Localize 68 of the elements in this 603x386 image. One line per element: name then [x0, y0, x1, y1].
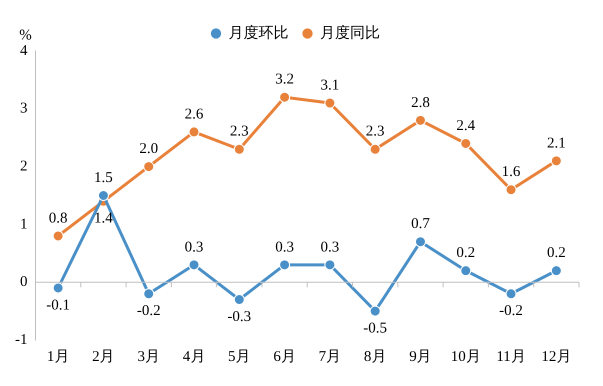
point	[324, 98, 336, 109]
point	[460, 265, 472, 276]
legend-label: 月度环比	[228, 24, 288, 42]
data-label: 0.8	[48, 210, 68, 226]
x-tick-label: 1月	[46, 348, 70, 365]
x-tick-label: 10月	[450, 348, 481, 365]
point	[52, 230, 64, 242]
point	[550, 265, 562, 276]
data-label: 2.1	[546, 135, 566, 152]
data-label: -0.2	[499, 303, 523, 320]
data-label: 3.1	[320, 77, 340, 94]
x-tick-label: 9月	[409, 348, 432, 365]
point	[143, 288, 154, 300]
point	[279, 92, 290, 103]
data-label: 2.3	[366, 124, 385, 140]
point	[370, 306, 381, 317]
data-label: 2.0	[139, 141, 158, 158]
point	[143, 161, 154, 172]
data-label: -0.2	[136, 303, 161, 320]
point	[506, 184, 517, 196]
y-tick-label: 2	[20, 158, 28, 175]
point	[370, 144, 381, 155]
x-tick-label: 12月	[541, 348, 572, 365]
point	[234, 294, 245, 306]
y-tick-label: -1	[14, 332, 28, 348]
y-tick-label: 1	[20, 216, 28, 232]
data-label: 0.3	[320, 239, 340, 256]
data-label: -0.3	[227, 308, 252, 325]
point	[188, 126, 200, 138]
data-label: 1.6	[502, 164, 521, 180]
data-label: 3.2	[275, 72, 294, 88]
data-label: 2.8	[411, 94, 430, 111]
data-label: 2.4	[456, 118, 476, 134]
point	[414, 114, 426, 126]
data-label: 2.6	[184, 106, 204, 122]
data-label: 0.2	[546, 245, 566, 262]
data-label: 1.4	[94, 210, 114, 227]
y-tick-label: 4	[20, 42, 28, 59]
point	[550, 155, 562, 166]
legend-label: 月度同比	[320, 24, 380, 42]
point	[414, 236, 426, 248]
x-tick-label: 3月	[137, 348, 160, 365]
data-label: 0.7	[411, 216, 430, 232]
data-label: -0.5	[363, 320, 388, 337]
x-tick-label: 5月	[228, 348, 251, 365]
x-tick-label: 11月	[496, 348, 526, 365]
data-label: 0.2	[456, 245, 476, 262]
x-tick-label: 6月	[273, 348, 296, 365]
data-label: 2.3	[230, 124, 249, 140]
point	[279, 259, 290, 270]
y-axis-title: %	[19, 27, 32, 44]
data-label: 0.3	[184, 239, 204, 256]
point	[52, 282, 64, 294]
point	[324, 259, 336, 270]
x-tick-label: 7月	[318, 348, 342, 365]
point	[234, 144, 245, 155]
x-tick-label: 8月	[364, 348, 386, 365]
point	[98, 190, 109, 201]
point	[460, 138, 472, 149]
data-label: 1.5	[94, 170, 113, 186]
data-label: -0.1	[46, 297, 70, 314]
point	[188, 259, 200, 270]
y-tick-label: 0	[20, 274, 28, 290]
data-label: 0.3	[275, 239, 294, 256]
y-tick-label: 3	[20, 100, 28, 117]
x-tick-label: 4月	[182, 348, 206, 365]
x-tick-label: 2月	[92, 348, 115, 365]
point	[506, 288, 517, 300]
